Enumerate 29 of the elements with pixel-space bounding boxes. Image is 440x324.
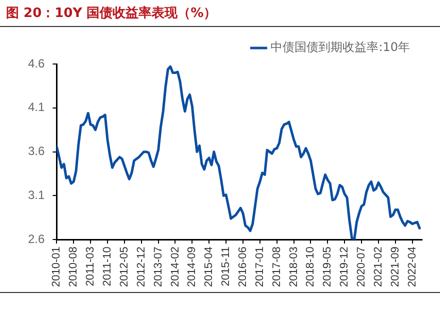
x-tick-label: 2018-10	[304, 246, 317, 288]
y-tick-label: 4.6	[28, 56, 45, 70]
y-tick-label: 4.1	[28, 100, 45, 114]
x-tick-label: 2017-01	[254, 246, 266, 288]
x-tick-label: 2019-05	[322, 246, 334, 288]
y-tick-label: 2.6	[28, 232, 45, 246]
x-tick-label: 2021-09	[389, 246, 402, 288]
x-tick-label: 2010-08	[68, 246, 80, 288]
y-tick-label: 3.6	[28, 144, 45, 158]
x-tick-label: 2013-07	[152, 246, 164, 288]
x-tick-label: 2014-02	[169, 246, 182, 288]
x-tick-label: 2021-02	[372, 246, 384, 288]
x-tick-label: 2017-08	[270, 246, 283, 288]
x-tick-label: 2022-04	[406, 246, 418, 288]
x-tick-label: 2010-01	[50, 246, 63, 288]
chart-title: 图 20：10Y 国债收益率表现（%）	[6, 4, 217, 22]
x-tick-label: 2011-03	[84, 246, 97, 286]
x-tick-label: 2014-09	[186, 246, 198, 288]
x-tick-label: 2015-04	[203, 246, 216, 288]
legend-label: 中债国债到期收益率:10年	[270, 40, 410, 54]
x-tick-label: 2012-12	[135, 246, 148, 288]
x-tick-label: 2018-03	[288, 246, 300, 288]
x-tick-label: 2020-07	[356, 246, 368, 288]
x-tick-label: 2016-06	[237, 246, 249, 288]
x-tick-label: 2015-11	[220, 246, 232, 286]
x-tick-label: 2019-12	[338, 246, 351, 288]
y-tick-label: 3.1	[28, 188, 45, 202]
x-tick-label: 2011-10	[102, 246, 114, 286]
x-tick-label: 2012-05	[118, 246, 130, 288]
